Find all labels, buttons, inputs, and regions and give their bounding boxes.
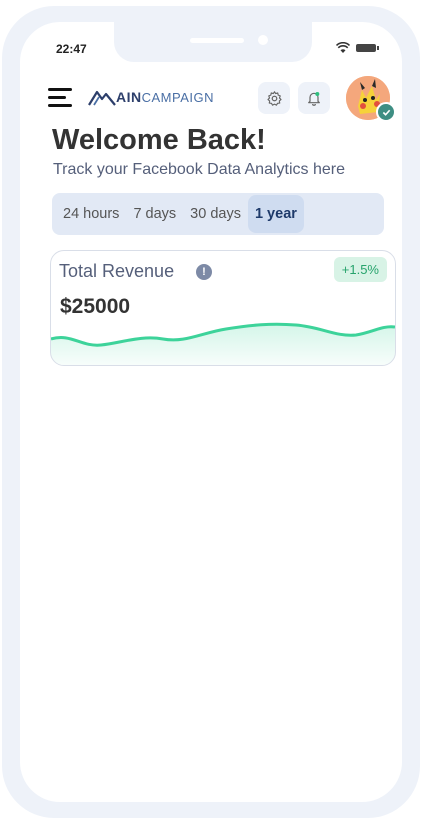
phone-frame: 22:47 AIN CAMPAIGN xyxy=(2,6,420,818)
user-avatar[interactable] xyxy=(346,76,390,120)
revenue-amount: $25000 xyxy=(60,295,130,319)
tab-1-year[interactable]: 1 year xyxy=(248,195,304,233)
wifi-icon xyxy=(336,42,350,54)
app-header: AIN CAMPAIGN xyxy=(48,78,394,122)
device-notch xyxy=(114,22,312,62)
settings-button[interactable] xyxy=(258,82,290,114)
hamburger-menu-icon[interactable] xyxy=(48,88,72,108)
logo-text-bold: AIN xyxy=(116,89,142,105)
revenue-sparkline xyxy=(51,317,395,365)
app-screen: 22:47 AIN CAMPAIGN xyxy=(20,22,402,802)
front-camera xyxy=(258,35,268,45)
notifications-button[interactable] xyxy=(298,82,330,114)
tab-30-days[interactable]: 30 days xyxy=(183,195,248,233)
battery-icon xyxy=(356,44,376,52)
total-revenue-card[interactable]: Total Revenue ! +1.5% $25000 xyxy=(50,250,396,366)
time-range-tabs: 24 hours 7 days 30 days 1 year xyxy=(52,193,384,235)
page-title: Welcome Back! xyxy=(52,124,266,157)
info-icon[interactable]: ! xyxy=(196,264,212,280)
tab-7-days[interactable]: 7 days xyxy=(126,195,183,233)
bell-icon xyxy=(306,90,322,106)
page-subtitle: Track your Facebook Data Analytics here xyxy=(53,161,345,179)
change-badge: +1.5% xyxy=(334,257,387,282)
logo-text-light: CAMPAIGN xyxy=(142,90,214,105)
brand-logo[interactable]: AIN CAMPAIGN xyxy=(88,88,214,106)
verified-badge-icon xyxy=(376,102,396,122)
status-time: 22:47 xyxy=(56,42,87,56)
mountain-logo-icon xyxy=(88,88,116,106)
gear-icon xyxy=(266,90,283,107)
tab-24-hours[interactable]: 24 hours xyxy=(56,195,126,233)
card-title: Total Revenue xyxy=(59,261,174,282)
speaker-grille xyxy=(190,38,244,43)
status-icons xyxy=(336,42,376,54)
